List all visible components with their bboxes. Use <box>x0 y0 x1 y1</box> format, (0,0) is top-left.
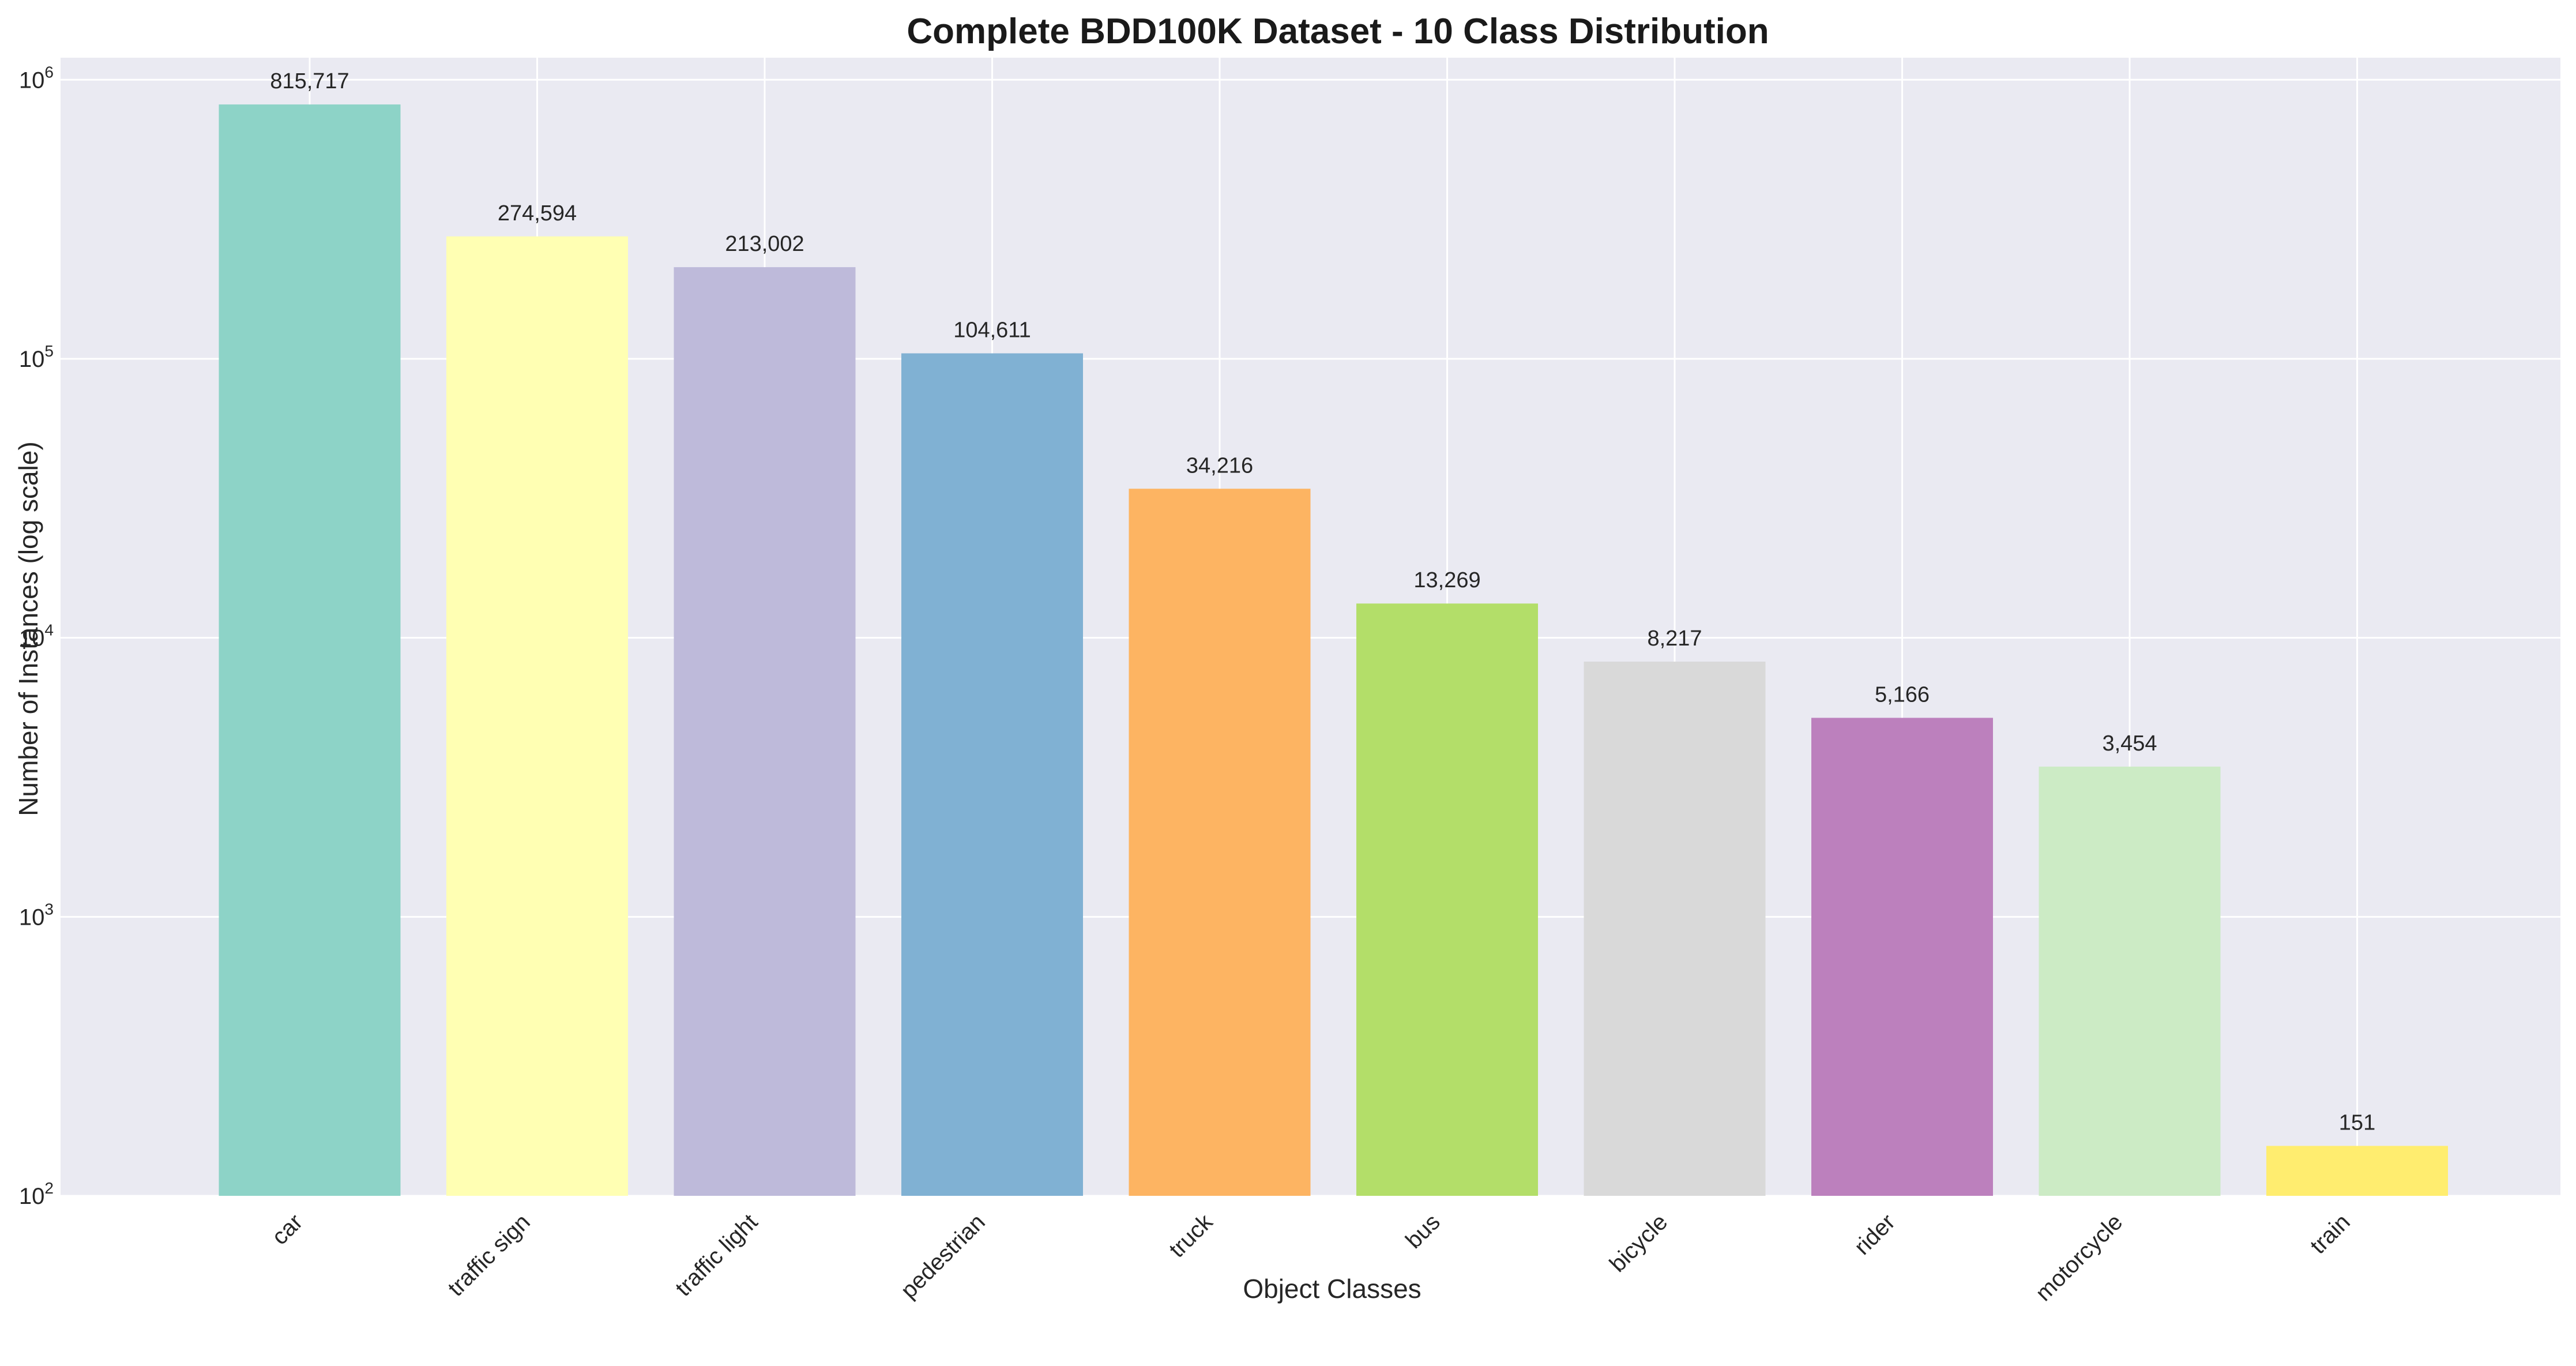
data-label: 13,269 <box>1413 568 1480 592</box>
data-label: 274,594 <box>498 201 577 226</box>
y-axis-ticks: 102 103 104 105 106 <box>19 63 54 1209</box>
y-tick-label: 103 <box>19 900 54 930</box>
bar-bus <box>1356 603 1538 1196</box>
x-tick-label: rider <box>1849 1209 1900 1260</box>
data-label: 213,002 <box>725 232 804 256</box>
y-tick-label: 106 <box>19 63 54 93</box>
x-tick-label: traffic sign <box>443 1209 535 1301</box>
bar-car <box>219 104 401 1196</box>
y-tick-label: 102 <box>19 1179 54 1209</box>
y-axis-label: Number of Instances (log scale) <box>13 441 43 816</box>
x-axis-label: Object Classes <box>1243 1274 1421 1304</box>
x-tick-label: truck <box>1164 1209 1218 1263</box>
y-tick-label: 104 <box>19 621 54 651</box>
data-label: 8,217 <box>1647 626 1702 651</box>
data-label: 34,216 <box>1186 453 1253 478</box>
x-tick-label: train <box>2306 1209 2355 1259</box>
bar-traffic-sign <box>446 236 628 1196</box>
y-tick-label: 105 <box>19 342 54 372</box>
bar-pedestrian <box>901 353 1083 1196</box>
data-label: 104,611 <box>953 318 1031 343</box>
bar-train <box>2266 1146 2448 1196</box>
bars <box>219 104 2448 1196</box>
x-tick-label: motorcycle <box>2031 1209 2128 1306</box>
data-label: 3,454 <box>2102 731 2157 756</box>
bar-traffic-light <box>674 267 856 1196</box>
x-tick-label: traffic light <box>671 1209 762 1301</box>
bar-motorcycle <box>2039 766 2221 1196</box>
bar-rider <box>1811 718 1993 1196</box>
data-label: 5,166 <box>1875 682 1930 707</box>
x-tick-label: car <box>267 1209 307 1249</box>
bar-truck <box>1129 489 1311 1196</box>
bar-bicycle <box>1584 661 1766 1196</box>
x-tick-label: bus <box>1401 1209 1445 1254</box>
data-label: 151 <box>2339 1110 2375 1135</box>
data-label: 815,717 <box>270 69 349 93</box>
x-tick-label: bicycle <box>1605 1209 1673 1277</box>
data-labels: 815,717 274,594 213,002 104,611 34,216 13,269… <box>270 69 2375 1135</box>
x-tick-label: pedestrian <box>896 1209 990 1303</box>
chart-title: Complete BDD100K Dataset - 10 Class Dist… <box>907 12 1769 51</box>
